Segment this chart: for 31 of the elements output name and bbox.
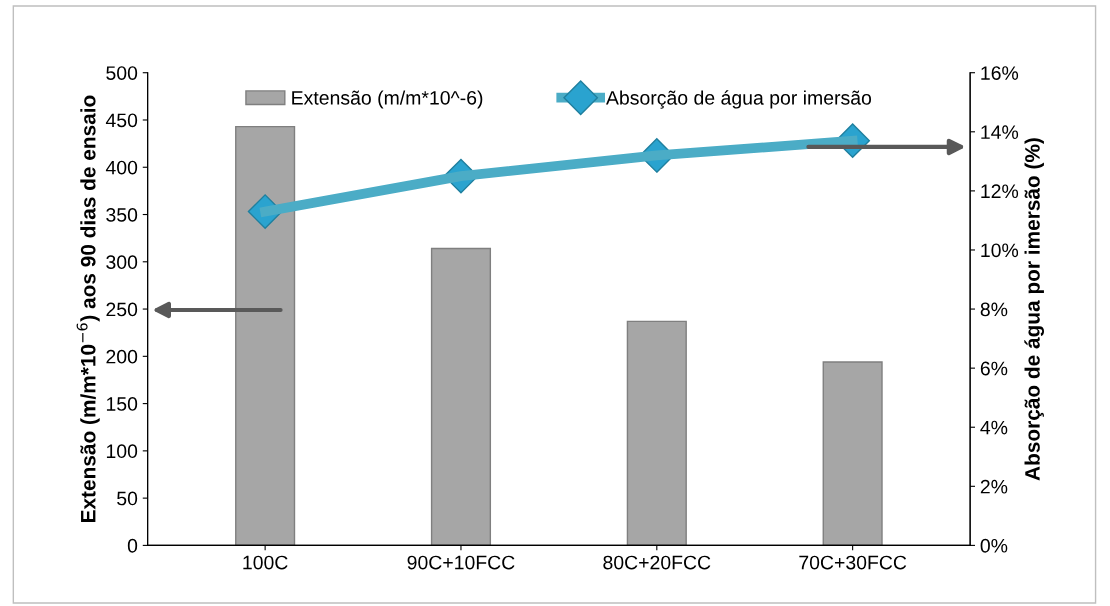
y-tick-label: 150 [106,397,138,411]
x-tick-label: 70C+30FCC [799,555,907,570]
y2-tick-label: 8% [980,302,1008,317]
y2-tick-label: 16% [981,66,1019,80]
y-axis-title: Extensão (m/m*10$^{−6}$) aos 90 dias de ensaio [76,95,100,523]
y-tick-label: 0 [127,538,138,553]
y2-tick-label: 2% [980,479,1008,494]
y2-axis-title: Absorção de água por imersão (%) [1024,138,1045,481]
y-tick-label: 100 [106,444,138,459]
legend-label: Absorção de água por imersão [606,90,872,109]
x-tick-label: 90C+10FCC [407,555,515,570]
y-tick-label: 250 [106,302,138,317]
y2-tick-label: 0% [980,538,1008,553]
x-tick-label: 80C+20FCC [603,555,711,570]
bar [430,247,492,546]
y2-tick-label: 6% [980,361,1008,376]
y-tick-label: 50 [117,491,138,506]
y2-tick-label: 12% [981,184,1019,199]
y2-tick-label: 14% [981,125,1019,139]
legend-label: Extensão (m/m*10^-6) [292,90,483,109]
y2-tick-label: 4% [980,420,1008,435]
bar [626,320,687,546]
y-tick-label: 200 [106,349,138,364]
y-tick-label: 350 [106,207,138,222]
y2-tick-label: 10% [981,243,1019,258]
x-tick-label: 100C [243,555,288,570]
y-tick-label: 400 [105,160,138,175]
y-tick-label: 450 [105,113,138,128]
bar [822,361,883,546]
y-tick-label: 300 [106,255,138,270]
y-tick-label: 500 [106,66,138,80]
